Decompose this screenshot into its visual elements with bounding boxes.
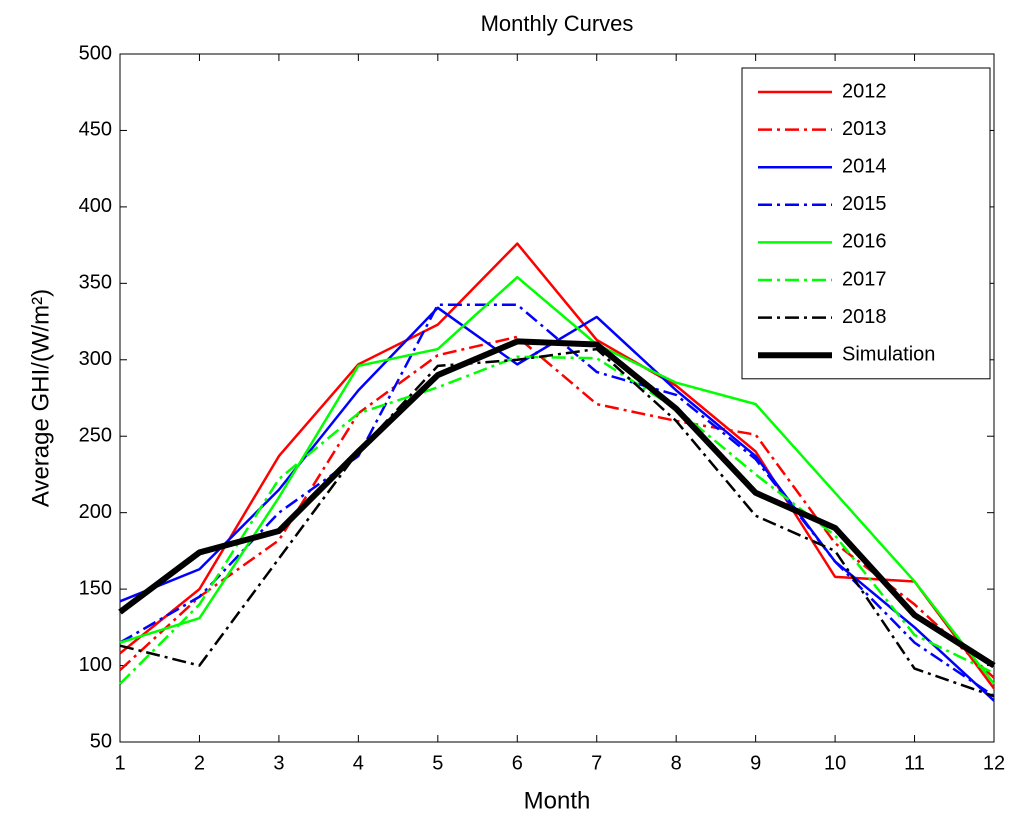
x-tick-label: 1 — [114, 752, 125, 774]
y-tick-label: 300 — [79, 348, 112, 370]
y-tick-label: 400 — [79, 195, 112, 217]
legend-label: Simulation — [842, 343, 935, 365]
series-line — [119, 275, 995, 685]
y-tick-label: 100 — [79, 654, 112, 676]
y-tick-label: 500 — [79, 42, 112, 64]
y-tick-label: 450 — [79, 119, 112, 141]
legend-label: 2017 — [842, 268, 887, 290]
legend-label: 2013 — [842, 118, 887, 140]
x-tick-label: 9 — [750, 752, 761, 774]
x-tick-label: 8 — [671, 752, 682, 774]
legend-label: 2018 — [842, 306, 887, 328]
x-tick-label: 10 — [824, 752, 846, 774]
y-axis-label: Average GHI/(W/m²) — [27, 289, 54, 507]
x-axis-label: Month — [524, 787, 591, 814]
y-tick-label: 150 — [79, 577, 112, 599]
chart-title: Monthly Curves — [481, 11, 634, 36]
x-tick-label: 4 — [353, 752, 364, 774]
plot-frame — [119, 53, 995, 743]
legend-label: 2012 — [842, 80, 887, 102]
x-tick-label: 11 — [904, 752, 925, 774]
x-tick-label: 6 — [512, 752, 523, 774]
x-tick-label: 2 — [194, 752, 205, 774]
y-tick-label: 250 — [79, 425, 112, 447]
x-tick-label: 7 — [591, 752, 602, 774]
series-line — [119, 303, 995, 698]
x-tick-label: 12 — [983, 752, 1005, 774]
legend-box — [741, 67, 991, 380]
y-tick-label: 350 — [79, 272, 112, 294]
series-line — [118, 338, 996, 669]
y-tick-label: 200 — [79, 501, 112, 523]
legend-label: 2014 — [842, 155, 887, 177]
series-line — [119, 347, 995, 698]
x-tick-label: 5 — [432, 752, 443, 774]
series-line — [119, 242, 996, 690]
y-tick-label: 50 — [90, 730, 112, 752]
x-tick-label: 3 — [273, 752, 284, 774]
series-line — [119, 355, 995, 685]
legend-label: 2015 — [842, 193, 887, 215]
legend-label: 2016 — [842, 231, 887, 253]
